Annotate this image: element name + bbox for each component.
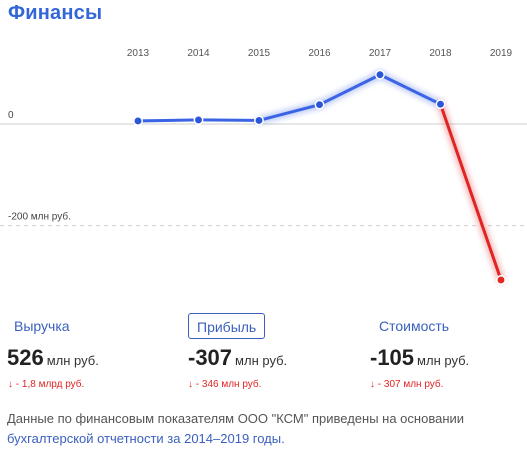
x-tick-label: 2019 (490, 48, 513, 59)
metric-value-unit: млн руб. (417, 353, 470, 368)
metric-value-value: -105 (370, 345, 415, 370)
delta-value: ↓ - 307 млн руб. (370, 379, 444, 390)
reference-label: 0 (8, 110, 14, 121)
footnote-text: Данные по финансовым показателям ООО "КС… (7, 411, 465, 426)
data-point[interactable] (193, 114, 204, 125)
data-point[interactable] (254, 115, 264, 126)
metric-value: -105 млн руб. (370, 345, 469, 371)
data-point[interactable] (314, 99, 325, 110)
profit-line-chart: 0 -200 млн руб. 2013 2014 2015 2016 2017 2018 2… (0, 48, 527, 285)
x-tick-label: 2014 (187, 48, 210, 59)
x-tick-label: 2018 (429, 48, 452, 59)
x-tick-label: 2017 (369, 48, 392, 59)
metric-revenue-value: 526 (7, 345, 44, 370)
series-segment (197, 118, 261, 122)
series-segment (136, 118, 200, 123)
data-point[interactable] (133, 116, 143, 126)
x-tick-label: 2015 (248, 48, 271, 59)
reference-label: -200 млн руб. (8, 211, 71, 223)
footnote: Данные по финансовым показателям ООО "КС… (7, 409, 522, 449)
tab-value[interactable]: Стоимость (379, 318, 450, 334)
section-title: Финансы (8, 2, 103, 24)
data-point[interactable] (496, 275, 506, 285)
x-tick-label: 2016 (308, 48, 331, 59)
tab-profit[interactable]: Прибыль (188, 313, 266, 339)
metric-revenue: 526 млн руб. (7, 345, 99, 371)
data-point[interactable] (435, 99, 446, 110)
delta-profit: ↓ - 346 млн руб. (188, 379, 262, 390)
metric-profit-unit: млн руб. (235, 353, 288, 368)
series-segment (318, 73, 382, 107)
data-point[interactable] (375, 69, 385, 80)
delta-revenue: ↓ - 1,8 млрд руб. (8, 379, 85, 390)
x-tick-label: 2013 (127, 48, 150, 59)
metric-revenue-unit: млн руб. (46, 353, 99, 368)
series-segment (378, 73, 442, 106)
metric-tabs: Выручка Прибыль Стоимость (0, 313, 527, 341)
series-segment (257, 103, 321, 122)
metric-profit-value: -307 (188, 345, 233, 370)
series-segment (439, 102, 503, 282)
metric-profit: -307 млн руб. (188, 345, 287, 371)
footnote-link[interactable]: бухгалтерской отчетности за 2014–2019 го… (7, 431, 285, 446)
tab-revenue[interactable]: Выручка (14, 318, 70, 334)
